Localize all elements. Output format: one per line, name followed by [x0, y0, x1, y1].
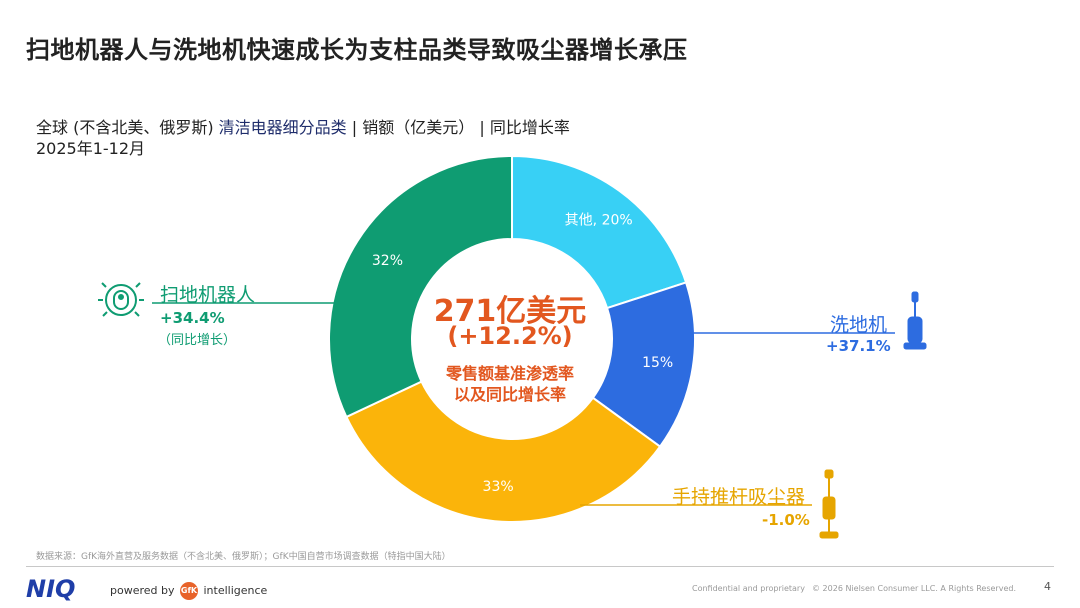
vacuum-category-growth: -1.0%	[762, 511, 810, 529]
niq-logo: NIQ	[26, 575, 76, 603]
donut-slice-labels: 其他, 20% 15% 33% 32%	[372, 213, 673, 495]
vacuum-category-name: 手持推杆吸尘器	[672, 486, 806, 508]
powered-by-text: powered by GfK intelligence	[110, 582, 267, 600]
floor-washer-icon	[903, 291, 927, 350]
donut-label-vacuum: 33%	[483, 479, 514, 495]
mop-category-growth: +37.1%	[826, 337, 891, 355]
donut-slices	[328, 154, 696, 523]
subtitle-suffix: | 销额（亿美元） | 同比增长率	[346, 118, 570, 137]
donut-slice-robot	[328, 154, 513, 419]
powered-by-label: powered by	[110, 584, 175, 597]
donut-label-mop: 15%	[642, 355, 673, 371]
stick-vacuum-icon	[819, 469, 839, 539]
donut-slice-other	[511, 154, 688, 310]
subtitle-period: 2025年1-12月	[36, 139, 146, 158]
data-source-note: 数据来源：GfK海外直营及服务数据（不含北美、俄罗斯）；GfK中国自营市场调查数…	[36, 552, 451, 562]
copyright-note: © 2026 Nielsen Consumer LLC. A Rights Re…	[812, 584, 1016, 593]
robot-vacuum-icon	[98, 282, 144, 317]
mop-category-name: 洗地机	[830, 314, 888, 336]
center-description-line2: 以及同比增长率	[453, 385, 566, 404]
confidential-note: Confidential and proprietary	[692, 584, 805, 593]
page-number: 4	[1044, 580, 1051, 593]
donut-label-other: 其他, 20%	[565, 213, 633, 229]
page-title: 扫地机器人与洗地机快速成长为支柱品类导致吸尘器增长承压	[26, 36, 688, 64]
chart-subtitle: 全球 (不含北美、俄罗斯) 清洁电器细分品类 | 销额（亿美元） | 同比增长率…	[36, 117, 570, 159]
center-total-amount: 271亿美元	[433, 294, 587, 329]
donut-label-robot: 32%	[372, 253, 403, 269]
robot-category-note: （同比增长）	[158, 333, 237, 348]
center-description-line1: 零售额基准渗透率	[445, 364, 574, 383]
footer-divider	[26, 566, 1054, 567]
center-total-growth: (+12.2%)	[447, 322, 573, 350]
robot-category-growth: +34.4%	[160, 309, 225, 327]
donut-slice-vacuum	[345, 380, 662, 523]
subtitle-highlight: 清洁电器细分品类	[218, 118, 347, 137]
robot-category-name: 扫地机器人	[160, 284, 256, 306]
subtitle-prefix: 全球 (不含北美、俄罗斯)	[36, 118, 219, 137]
gfk-logo: GfK	[180, 582, 198, 600]
intelligence-label: intelligence	[203, 584, 268, 597]
